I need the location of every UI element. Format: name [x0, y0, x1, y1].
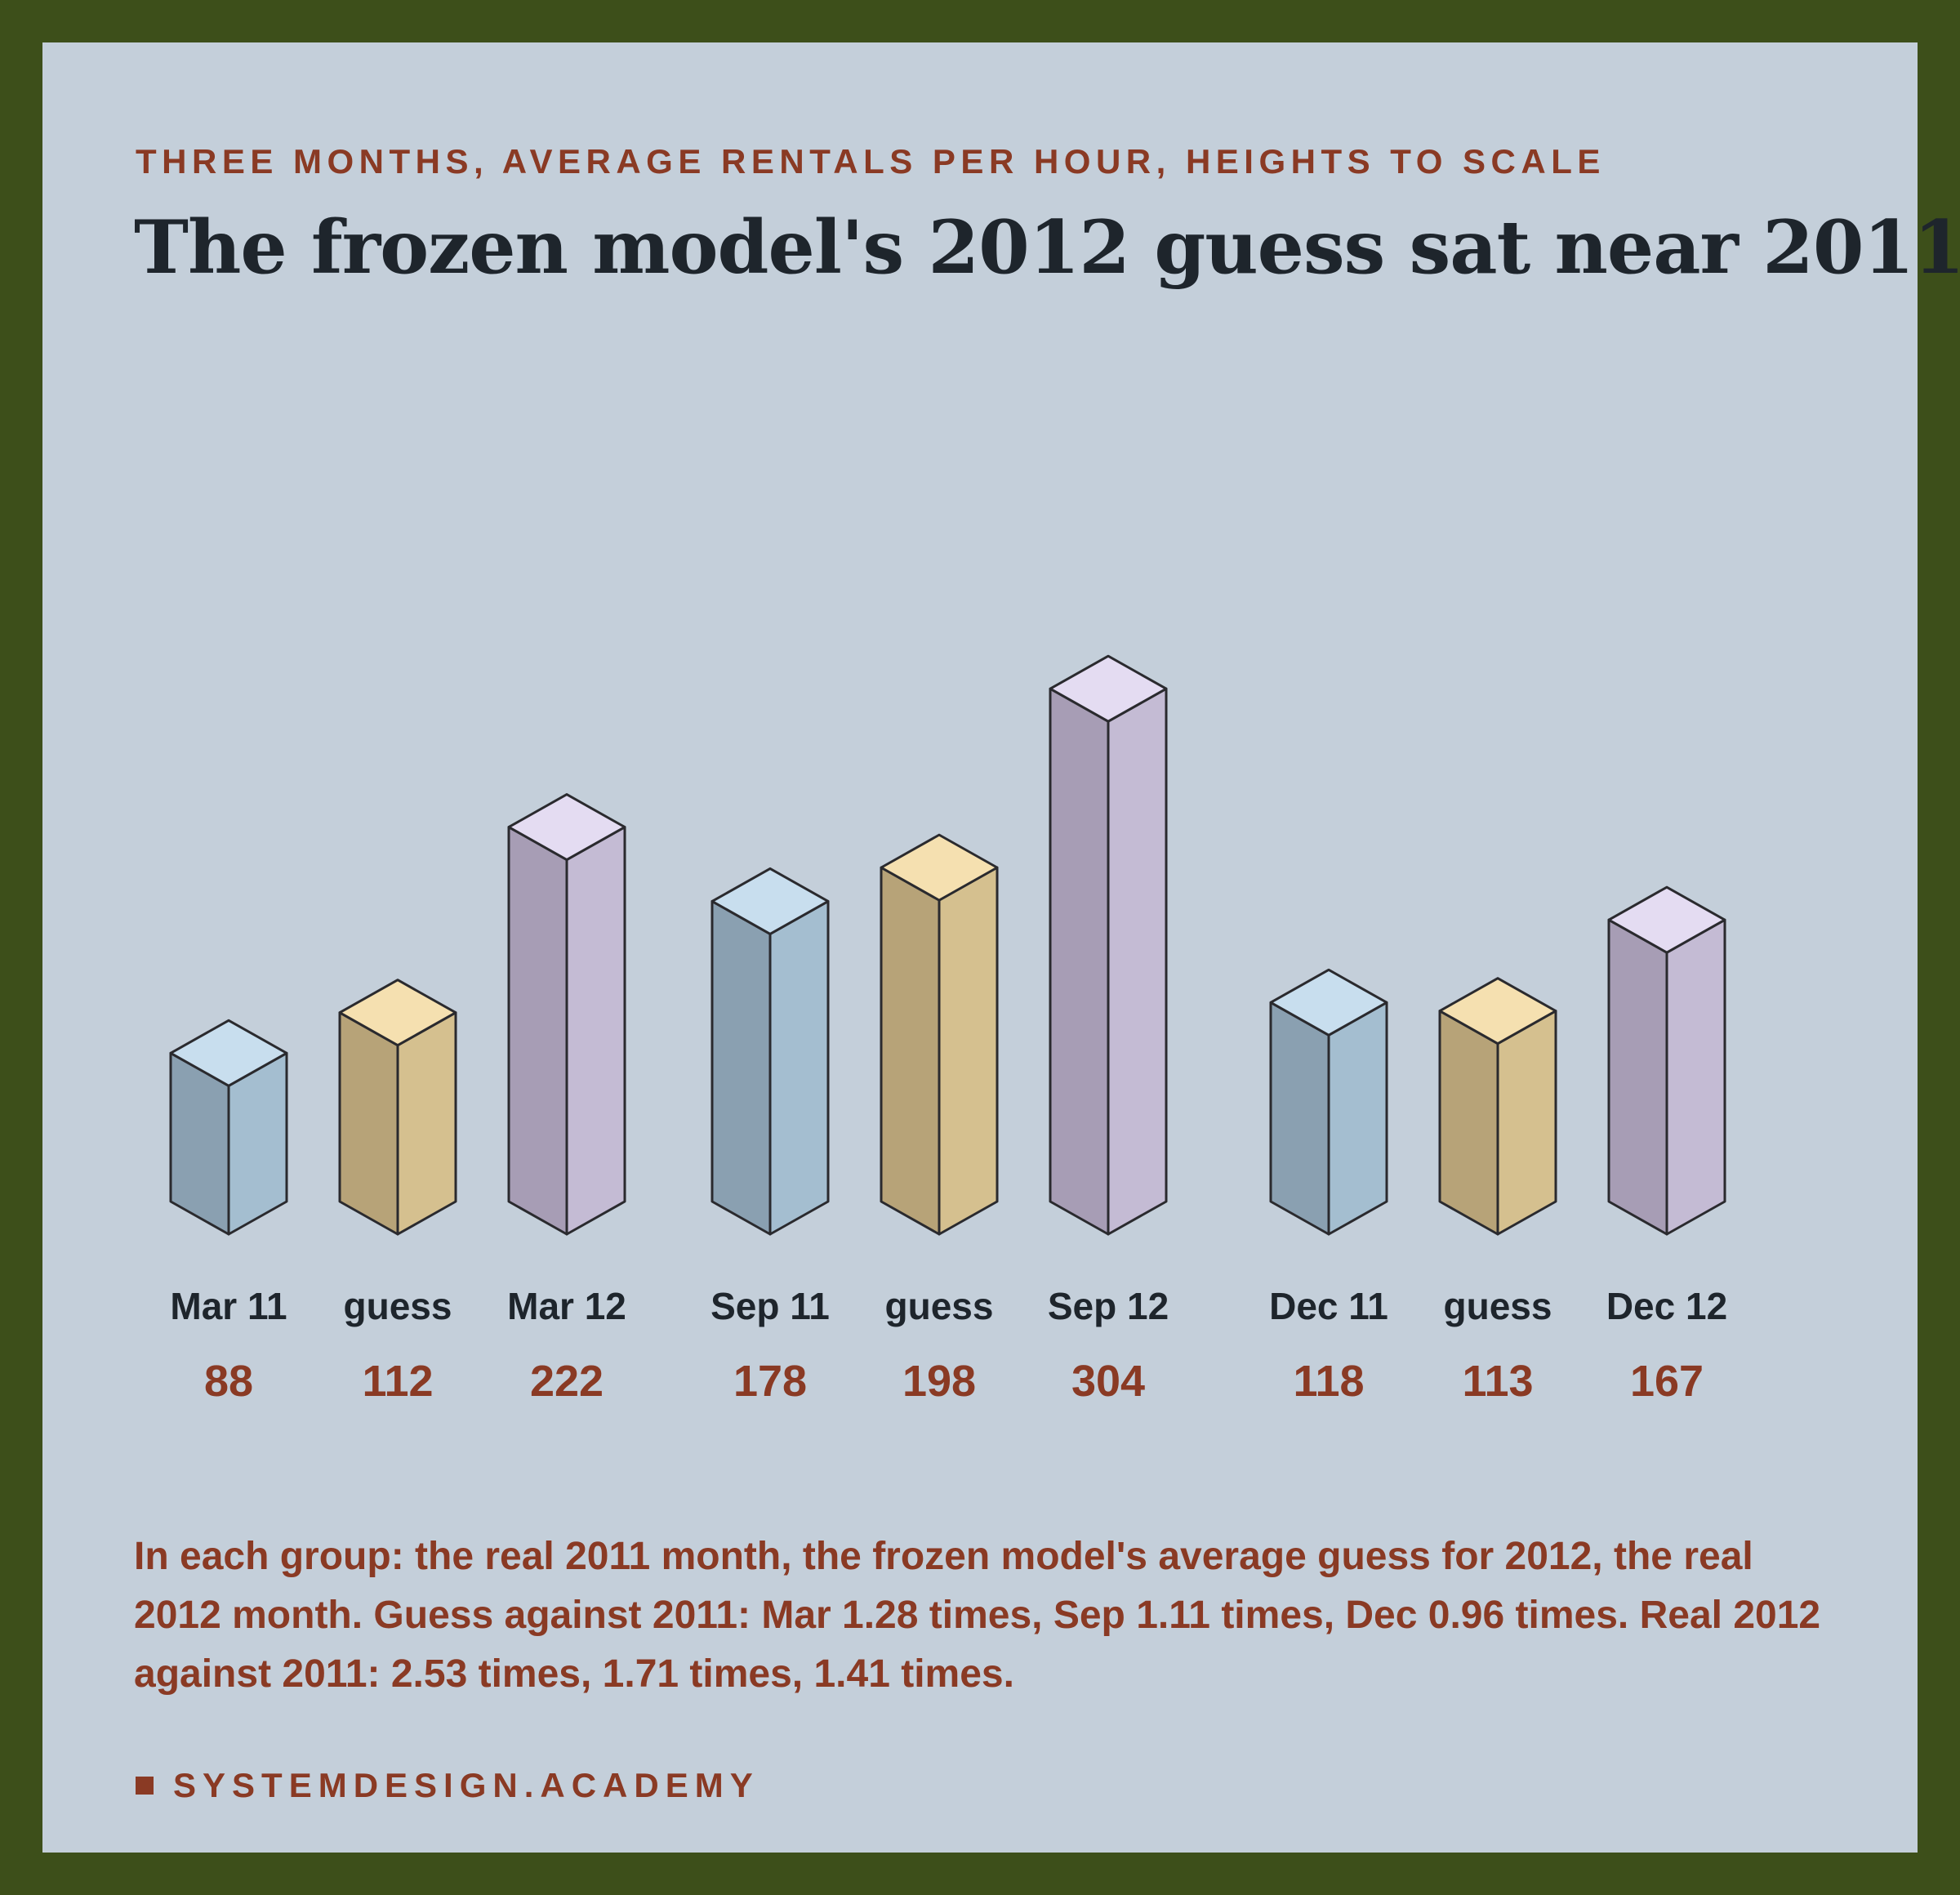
bar-left-face [507, 826, 568, 1236]
bar-data-label: 118 [1293, 1357, 1364, 1406]
bar-chart: Mar 11 88 guess 112 Mar 12 222 Sep 11 178 guess 1… [169, 654, 1727, 1406]
bar-left-face [1607, 918, 1668, 1236]
chart-title: The frozen model's 2012 guess sat near 2… [134, 204, 1960, 291]
chart-kicker: THREE MONTHS, AVERAGE RENTALS PER HOUR, … [136, 142, 1606, 181]
bar-right-face [1327, 1001, 1388, 1236]
brand-footer: SYSTEMDESIGN.ACADEMY [136, 1766, 760, 1805]
bar-left-face [338, 1011, 399, 1236]
bar-category-label: Dec 11 [1269, 1285, 1388, 1327]
bar-top-face [710, 867, 830, 935]
bar-right-face [1107, 687, 1168, 1236]
bar-data-label: 222 [530, 1357, 604, 1406]
bar-top-face [169, 1019, 288, 1087]
bar-category-label: Sep 11 [710, 1285, 830, 1327]
chart-card: THREE MONTHS, AVERAGE RENTALS PER HOUR, … [42, 42, 1960, 1853]
bar-top-face [1049, 654, 1168, 723]
bar-guess [880, 833, 999, 1236]
bar-right-face [396, 1011, 457, 1236]
bar-top-face [338, 979, 457, 1047]
bar-top-face [880, 833, 999, 902]
brand-name: SYSTEMDESIGN.ACADEMY [173, 1766, 760, 1804]
bar-category-label: guess [344, 1285, 452, 1327]
bar-data-label: 113 [1462, 1357, 1533, 1406]
bar-data-label: 304 [1071, 1357, 1145, 1406]
bar-left-face [1269, 1001, 1330, 1236]
bar-category-label: Mar 11 [170, 1285, 287, 1327]
bar-data-label: 178 [733, 1357, 807, 1406]
bar-data-label: 167 [1630, 1357, 1704, 1406]
bar-category-label: Mar 12 [507, 1285, 626, 1327]
bar-right-face [768, 899, 830, 1236]
bar-real2011 [1269, 968, 1388, 1236]
chart-note: In each group: the real 2011 month, the … [134, 1535, 1821, 1696]
bar-category-label: Sep 12 [1048, 1285, 1169, 1327]
bar-category-label: Dec 12 [1606, 1285, 1727, 1327]
bar-top-face [1438, 977, 1557, 1046]
brand-square-icon [136, 1777, 154, 1795]
bar-real2011 [169, 1019, 288, 1236]
bar-data-label: 198 [902, 1357, 976, 1406]
bar-guess [1438, 977, 1557, 1236]
bar-top-face [507, 793, 626, 862]
bar-real2011 [710, 867, 830, 1236]
bar-top-face [1269, 968, 1388, 1037]
bar-data-label: 112 [362, 1357, 433, 1406]
bar-real2012 [507, 793, 626, 1236]
bar-category-label: guess [1444, 1285, 1552, 1327]
bar-right-face [1665, 918, 1726, 1236]
bar-left-face [1438, 1010, 1499, 1236]
bar-left-face [710, 899, 772, 1236]
bar-left-face [880, 866, 941, 1236]
bar-top-face [1607, 885, 1726, 954]
bar-data-label: 88 [204, 1357, 253, 1406]
bar-real2012 [1607, 885, 1726, 1236]
bar-guess [338, 979, 457, 1236]
bar-real2012 [1049, 654, 1168, 1236]
bar-left-face [1049, 687, 1110, 1236]
bar-category-label: guess [885, 1285, 994, 1327]
bar-right-face [938, 866, 999, 1236]
bar-right-face [565, 826, 626, 1236]
bar-right-face [1496, 1010, 1557, 1236]
